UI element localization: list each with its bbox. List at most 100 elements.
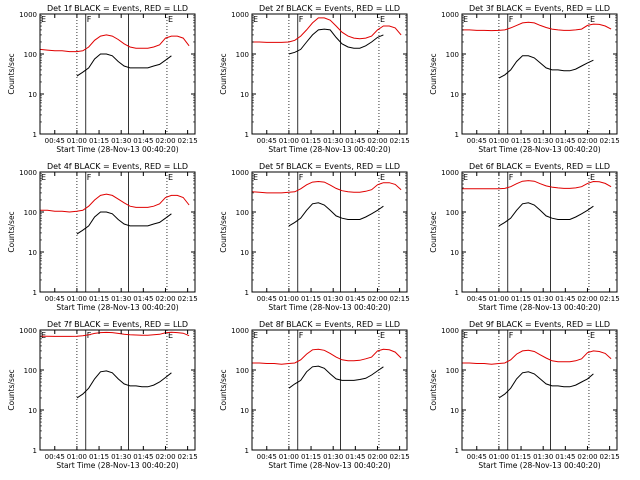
x-tick-label: 01:00 (279, 295, 299, 303)
x-tick-label: 01:45 (345, 453, 365, 461)
plot-frame (39, 329, 196, 451)
x-axis-label: Start Time (28-Nov-13 00:40:20) (478, 145, 600, 154)
x-tick-label: 02:15 (600, 295, 620, 303)
x-tick-label: 01:45 (133, 453, 153, 461)
x-tick-label: 01:30 (111, 295, 131, 303)
y-tick-label: 1000 (441, 327, 459, 335)
x-tick-label: 01:15 (511, 295, 531, 303)
x-axis-label: Start Time (28-Nov-13 00:40:20) (268, 145, 390, 154)
y-tick-label: 10 (450, 91, 459, 99)
x-axis-label: Start Time (28-Nov-13 00:40:20) (56, 303, 178, 312)
y-tick-label: 1 (33, 447, 37, 455)
marker-label: E (590, 15, 595, 24)
y-axis-label: Counts/sec (7, 211, 16, 252)
marker-label: E (253, 15, 258, 24)
x-tick-label: 01:15 (89, 295, 109, 303)
marker-label: F (87, 173, 92, 182)
x-tick-label: 01:45 (133, 295, 153, 303)
x-tick-label: 01:30 (533, 295, 553, 303)
x-tick-label: 02:00 (577, 453, 597, 461)
y-tick-label: 100 (446, 51, 459, 59)
marker-label: F (87, 15, 92, 24)
marker-label: E (590, 331, 595, 340)
x-axis-label: Start Time (28-Nov-13 00:40:20) (56, 145, 178, 154)
x-tick-label: 00:45 (257, 295, 277, 303)
y-tick-label: 100 (236, 367, 249, 375)
x-tick-label: 01:00 (67, 137, 87, 145)
y-tick-label: 100 (24, 209, 37, 217)
x-tick-label: 02:00 (577, 137, 597, 145)
x-tick-label: 00:45 (45, 453, 65, 461)
x-axis-label: Start Time (28-Nov-13 00:40:20) (478, 461, 600, 470)
x-axis-label: Start Time (28-Nov-13 00:40:20) (268, 303, 390, 312)
x-tick-label: 01:15 (301, 453, 321, 461)
series-events (498, 55, 594, 79)
x-tick-label: 01:00 (279, 137, 299, 145)
x-tick-label: 01:45 (555, 295, 575, 303)
marker-label: E (590, 173, 595, 182)
y-tick-label: 10 (450, 407, 459, 415)
marker-label: E (41, 331, 46, 340)
x-tick-label: 01:15 (511, 453, 531, 461)
x-tick-label: 02:15 (390, 453, 410, 461)
x-tick-label: 01:30 (323, 295, 343, 303)
x-tick-label: 01:45 (555, 453, 575, 461)
marker-label: F (299, 173, 304, 182)
y-axis-label: Counts/sec (429, 53, 438, 94)
series-lld (40, 331, 190, 337)
x-tick-label: 02:15 (178, 295, 198, 303)
x-tick-label: 02:15 (600, 453, 620, 461)
x-tick-label: 02:00 (155, 137, 175, 145)
y-tick-label: 100 (236, 209, 249, 217)
marker-label: F (509, 173, 514, 182)
marker-label: E (463, 15, 468, 24)
y-tick-label: 100 (446, 367, 459, 375)
marker-label: E (380, 331, 385, 340)
y-tick-label: 1 (455, 131, 459, 139)
y-tick-label: 1 (245, 289, 249, 297)
panel-title: Det 3f BLACK = Events, RED = LLD (469, 4, 610, 13)
panel-title: Det 2f BLACK = Events, RED = LLD (259, 4, 400, 13)
x-tick-label: 01:30 (111, 137, 131, 145)
marker-label: E (168, 331, 173, 340)
marker-label: E (380, 173, 385, 182)
series-events (76, 370, 172, 399)
series-lld (462, 180, 612, 190)
x-tick-label: 01:00 (67, 453, 87, 461)
panel-title: Det 4f BLACK = Events, RED = LLD (47, 162, 188, 171)
y-axis-label: Counts/sec (429, 211, 438, 252)
marker-label: F (509, 15, 514, 24)
panel-title: Det 5f BLACK = Events, RED = LLD (259, 162, 400, 171)
marker-label: E (380, 15, 385, 24)
x-tick-label: 01:15 (301, 295, 321, 303)
series-events (76, 53, 172, 77)
x-axis-label: Start Time (28-Nov-13 00:40:20) (56, 461, 178, 470)
x-tick-label: 01:30 (533, 453, 553, 461)
marker-label: E (463, 173, 468, 182)
y-axis-label: Counts/sec (429, 369, 438, 410)
series-events (76, 211, 172, 235)
x-tick-label: 01:45 (133, 137, 153, 145)
series-lld (252, 348, 402, 365)
x-tick-label: 01:00 (489, 453, 509, 461)
series-lld (251, 180, 402, 194)
y-tick-label: 1000 (441, 169, 459, 177)
y-tick-label: 1000 (19, 327, 37, 335)
y-axis-label: Counts/sec (7, 53, 16, 94)
x-tick-label: 02:15 (390, 137, 410, 145)
x-tick-label: 02:00 (155, 453, 175, 461)
marker-label: E (253, 331, 258, 340)
marker-label: F (299, 15, 304, 24)
marker-label: F (299, 331, 304, 340)
y-axis-label: Counts/sec (219, 369, 228, 410)
y-tick-label: 1 (245, 131, 249, 139)
marker-label: E (463, 331, 468, 340)
y-tick-label: 1000 (19, 169, 37, 177)
panel-title: Det 8f BLACK = Events, RED = LLD (259, 320, 400, 329)
